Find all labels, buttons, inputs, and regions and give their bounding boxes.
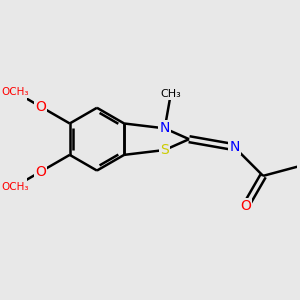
Text: O: O bbox=[240, 199, 251, 213]
Text: OCH₃: OCH₃ bbox=[1, 182, 28, 191]
Text: S: S bbox=[160, 143, 169, 157]
Text: CH₃: CH₃ bbox=[160, 89, 181, 99]
Text: N: N bbox=[229, 140, 240, 154]
Text: O: O bbox=[35, 100, 46, 114]
Text: OCH₃: OCH₃ bbox=[1, 87, 28, 97]
Text: N: N bbox=[160, 121, 170, 135]
Text: O: O bbox=[35, 165, 46, 179]
